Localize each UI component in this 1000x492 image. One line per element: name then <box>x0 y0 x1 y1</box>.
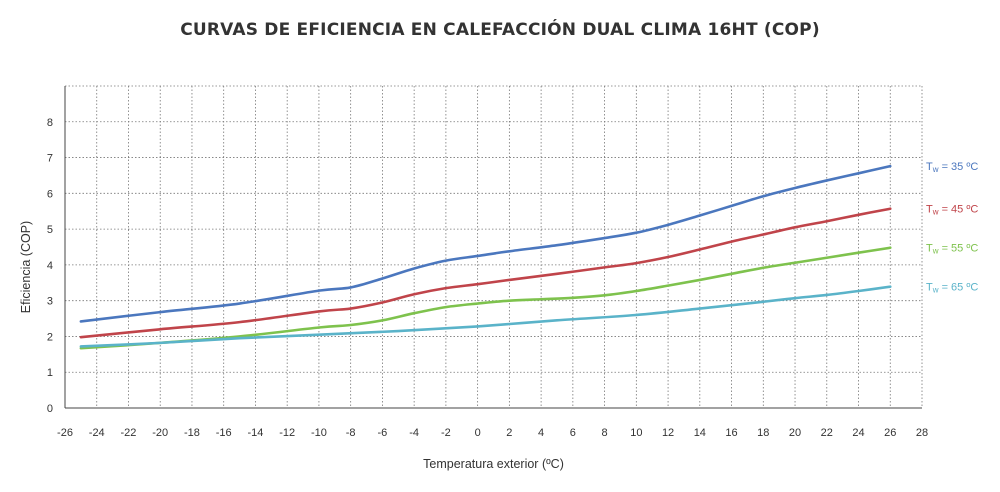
x-tick-label: 2 <box>506 427 512 439</box>
axes <box>64 86 922 409</box>
x-tick-label: -10 <box>311 427 327 439</box>
x-tick-label: 20 <box>789 427 801 439</box>
series-line-1 <box>79 164 892 323</box>
series-line-3 <box>79 246 892 350</box>
x-tick-label: 12 <box>662 427 674 439</box>
grid <box>65 85 923 408</box>
x-tick-label: 0 <box>475 427 481 439</box>
x-tick-label: -14 <box>247 427 263 439</box>
tick-labels: -26 -24 -22 -20 -18 -16 -14 -12 -10 -8 -6 -4 -2 0 2 4 6 8… <box>47 117 928 439</box>
x-tick-label: -22 <box>121 427 137 439</box>
legend-label-3: Tw = 55 ºC <box>926 243 978 256</box>
x-tick-label: 4 <box>538 427 544 439</box>
y-tick-label: 7 <box>47 153 53 165</box>
y-tick-label: 8 <box>47 117 53 129</box>
chart-title: CURVAS DE EFICIENCIA EN CALEFACCIÓN DUAL… <box>180 20 820 40</box>
y-tick-label: 5 <box>47 224 53 236</box>
x-axis-label: Temperatura exterior (ºC) <box>423 457 564 471</box>
x-tick-label: 28 <box>916 427 928 439</box>
x-tick-label: 24 <box>852 427 864 439</box>
y-tick-label: 4 <box>47 260 53 272</box>
legend-label-1: Tw = 35 ºC <box>926 161 978 174</box>
x-tick-label: 22 <box>821 427 833 439</box>
legend-label-2: Tw = 45 ºC <box>926 204 978 217</box>
y-tick-label: 3 <box>47 296 53 308</box>
series-line-2 <box>79 207 892 339</box>
x-tick-label: 18 <box>757 427 769 439</box>
x-tick-label: -26 <box>57 427 73 439</box>
y-tick-label: 2 <box>47 331 53 343</box>
x-tick-label: 26 <box>884 427 896 439</box>
x-tick-label: -8 <box>346 427 356 439</box>
x-tick-label: -16 <box>216 427 232 439</box>
x-tick-label: 14 <box>694 427 706 439</box>
x-tick-label: -12 <box>279 427 295 439</box>
series-lines <box>79 164 892 350</box>
y-tick-label: 6 <box>47 188 53 200</box>
y-tick-label: 0 <box>47 403 53 415</box>
y-tick-label: 1 <box>47 367 53 379</box>
x-tick-label: -24 <box>89 427 105 439</box>
x-tick-label: 16 <box>725 427 737 439</box>
legend-label-4: Tw = 65 ºC <box>926 282 978 295</box>
legend: Tw = 35 ºC Tw = 45 ºC Tw = 55 ºC Tw = 65 ºC <box>926 161 978 295</box>
x-tick-label: -2 <box>441 427 451 439</box>
x-tick-label: -6 <box>378 427 388 439</box>
x-tick-label: 8 <box>602 427 608 439</box>
x-tick-label: 6 <box>570 427 576 439</box>
series-line-4 <box>79 285 892 348</box>
x-tick-label: -4 <box>409 427 419 439</box>
x-tick-label: 10 <box>630 427 642 439</box>
x-tick-label: -18 <box>184 427 200 439</box>
y-axis-label: Eficiencia (COP) <box>19 221 33 313</box>
x-tick-label: -20 <box>152 427 168 439</box>
